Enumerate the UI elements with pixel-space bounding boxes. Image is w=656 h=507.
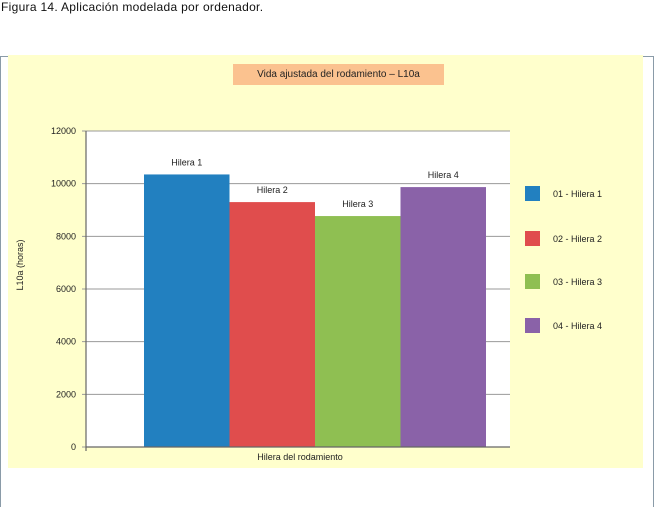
- bar-chart: 0 2000 4000 6000 8000 10000 12000 Hilera 1 Hiler…: [15, 126, 602, 462]
- bar-2: [229, 202, 315, 447]
- y-tick-label: 8000: [56, 231, 76, 241]
- y-tick-label: 10000: [51, 179, 76, 189]
- bar-4: [400, 187, 486, 447]
- chart-title: Vida ajustada del rodamiento – L10a: [233, 64, 444, 85]
- legend-swatch: [525, 318, 540, 333]
- bar-label: Hilera 1: [171, 157, 202, 167]
- bar-1: [144, 174, 230, 447]
- bar-label: Hilera 3: [342, 199, 373, 209]
- legend-swatch: [525, 186, 540, 201]
- y-tick-label: 6000: [56, 284, 76, 294]
- legend-swatch: [525, 274, 540, 289]
- y-axis-label: L10a (horas): [15, 239, 25, 290]
- y-tick-label: 2000: [56, 389, 76, 399]
- legend-label: 04 - Hilera 4: [553, 321, 602, 331]
- legend-label: 03 - Hilera 3: [553, 277, 602, 287]
- legend-label: 01 - Hilera 1: [553, 189, 602, 199]
- legend-label: 02 - Hilera 2: [553, 234, 602, 244]
- y-tick-label: 12000: [51, 126, 76, 136]
- bar-label: Hilera 4: [428, 170, 459, 180]
- x-axis-label: Hilera del rodamiento: [257, 452, 343, 462]
- y-tick-label: 4000: [56, 337, 76, 347]
- bar-3: [315, 216, 401, 447]
- y-tick-label: 0: [71, 442, 76, 452]
- bar-label: Hilera 2: [257, 185, 288, 195]
- legend-swatch: [525, 231, 540, 246]
- figure-caption: Figura 14. Aplicación modelada por orden…: [1, 0, 264, 14]
